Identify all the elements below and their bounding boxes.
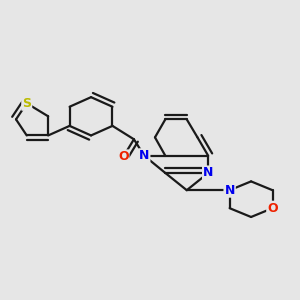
Text: O: O xyxy=(267,202,278,215)
Text: O: O xyxy=(118,150,128,164)
Text: N: N xyxy=(139,149,149,162)
Text: N: N xyxy=(203,167,213,179)
Text: S: S xyxy=(22,97,31,110)
Text: N: N xyxy=(224,184,235,197)
